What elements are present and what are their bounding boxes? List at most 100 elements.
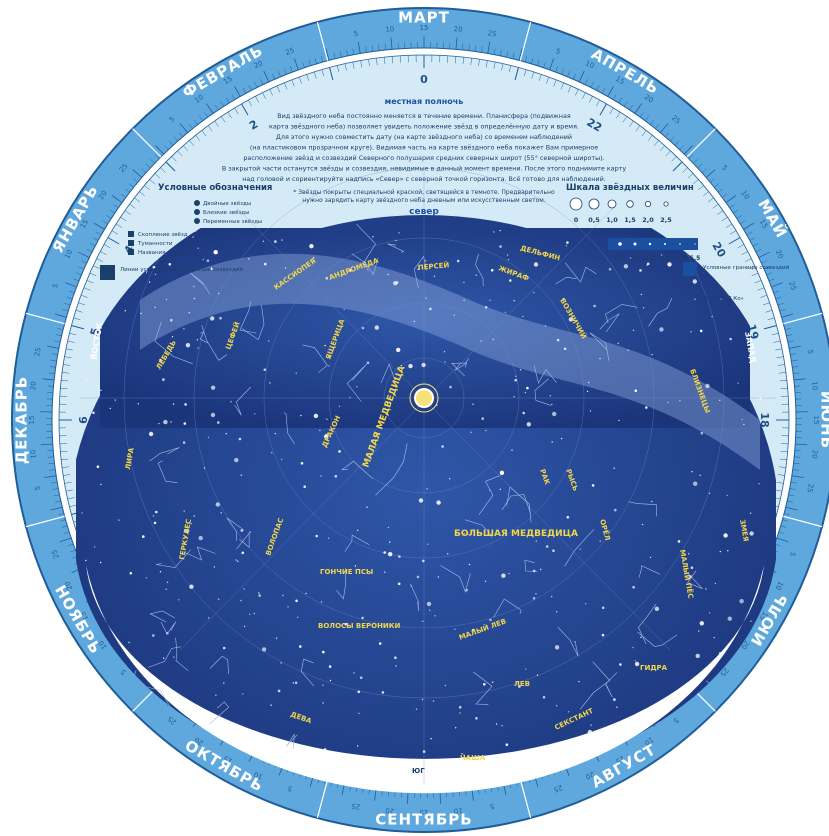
star xyxy=(463,532,465,535)
date-tick xyxy=(40,443,53,446)
star xyxy=(574,641,576,643)
star xyxy=(324,344,326,347)
date-tick xyxy=(168,140,174,146)
day-number: 5 xyxy=(168,115,177,124)
footnote-line: * Звёзды покрыты специальной краской, св… xyxy=(293,189,555,196)
constellation-line xyxy=(638,565,661,578)
magnitude-dot xyxy=(663,201,669,207)
star xyxy=(102,720,105,723)
info-panel: местная полночь Вид звёздного неба посто… xyxy=(222,97,627,217)
legend-item: Названия созвездий xyxy=(138,249,198,256)
star xyxy=(453,314,455,316)
date-tick xyxy=(701,168,707,173)
star xyxy=(467,533,469,535)
star xyxy=(508,572,510,575)
magnitude-row-2-bg xyxy=(608,238,698,250)
star xyxy=(551,441,553,443)
star xyxy=(291,750,294,752)
date-tick xyxy=(145,163,151,169)
star xyxy=(366,361,370,365)
star xyxy=(357,529,359,531)
constellation-line xyxy=(241,305,265,341)
date-tick xyxy=(47,385,54,387)
hour-tick xyxy=(707,197,714,203)
star xyxy=(408,363,413,369)
star xyxy=(634,661,640,667)
star xyxy=(210,316,215,321)
date-tick xyxy=(683,145,693,155)
hour-tick xyxy=(276,85,281,93)
month-separator xyxy=(25,312,65,325)
hour-tick xyxy=(470,58,472,66)
date-tick xyxy=(92,237,99,241)
star xyxy=(522,315,524,318)
date-tick xyxy=(768,278,775,282)
star xyxy=(322,684,324,686)
star xyxy=(125,771,127,773)
star xyxy=(190,523,192,525)
constellation-line xyxy=(149,610,176,623)
star xyxy=(197,347,199,349)
constellation-line xyxy=(579,661,611,710)
hour-tick xyxy=(107,237,120,245)
star xyxy=(566,515,570,519)
date-tick xyxy=(596,84,600,91)
star xyxy=(579,548,582,550)
hour-tick xyxy=(201,130,207,137)
date-tick xyxy=(688,154,694,159)
hour-tick xyxy=(622,116,627,123)
hour-tick xyxy=(538,74,542,82)
star xyxy=(225,807,226,808)
date-tick xyxy=(290,66,293,73)
star xyxy=(578,680,580,683)
hour-tick xyxy=(69,504,77,507)
constellation-label: ЛЕВ xyxy=(514,680,530,688)
date-tick xyxy=(120,193,127,198)
star xyxy=(654,606,660,611)
constellation-line xyxy=(473,671,493,705)
star xyxy=(623,264,629,269)
magnitude-value: 2,5 xyxy=(660,216,672,224)
star xyxy=(154,273,157,275)
star xyxy=(737,382,739,384)
hour-tick xyxy=(65,348,73,351)
constellation-line xyxy=(285,733,298,749)
date-tick xyxy=(59,537,72,543)
hour-tick xyxy=(589,96,593,103)
hour-tick xyxy=(67,340,75,343)
month-separator xyxy=(132,128,162,158)
star xyxy=(329,679,332,682)
hour-tick xyxy=(754,280,762,284)
date-tick xyxy=(384,43,386,51)
month-separator xyxy=(316,21,329,61)
star xyxy=(154,685,158,688)
star xyxy=(761,796,765,800)
date-tick xyxy=(204,112,209,118)
star xyxy=(170,421,172,423)
constellation-line xyxy=(375,443,408,496)
day-number: 25 xyxy=(487,29,497,38)
hour-tick xyxy=(80,294,88,298)
variable-star-icon xyxy=(194,218,200,224)
date-tick xyxy=(325,48,330,61)
star xyxy=(740,702,744,705)
star xyxy=(281,239,283,241)
constellation-line xyxy=(199,331,209,344)
star xyxy=(630,257,632,259)
star xyxy=(258,592,260,594)
star xyxy=(520,369,522,371)
hour-tick xyxy=(221,116,226,123)
star xyxy=(679,400,681,402)
hour-tick xyxy=(67,497,75,500)
day-number: 15 xyxy=(758,610,769,622)
star xyxy=(447,553,449,555)
date-tick xyxy=(86,248,93,253)
star xyxy=(84,676,86,679)
date-tick xyxy=(248,84,252,91)
date-tick xyxy=(234,85,241,97)
date-tick xyxy=(639,112,644,118)
magnitude-dot xyxy=(648,242,652,246)
date-tick xyxy=(102,220,108,225)
date-tick xyxy=(89,243,96,247)
